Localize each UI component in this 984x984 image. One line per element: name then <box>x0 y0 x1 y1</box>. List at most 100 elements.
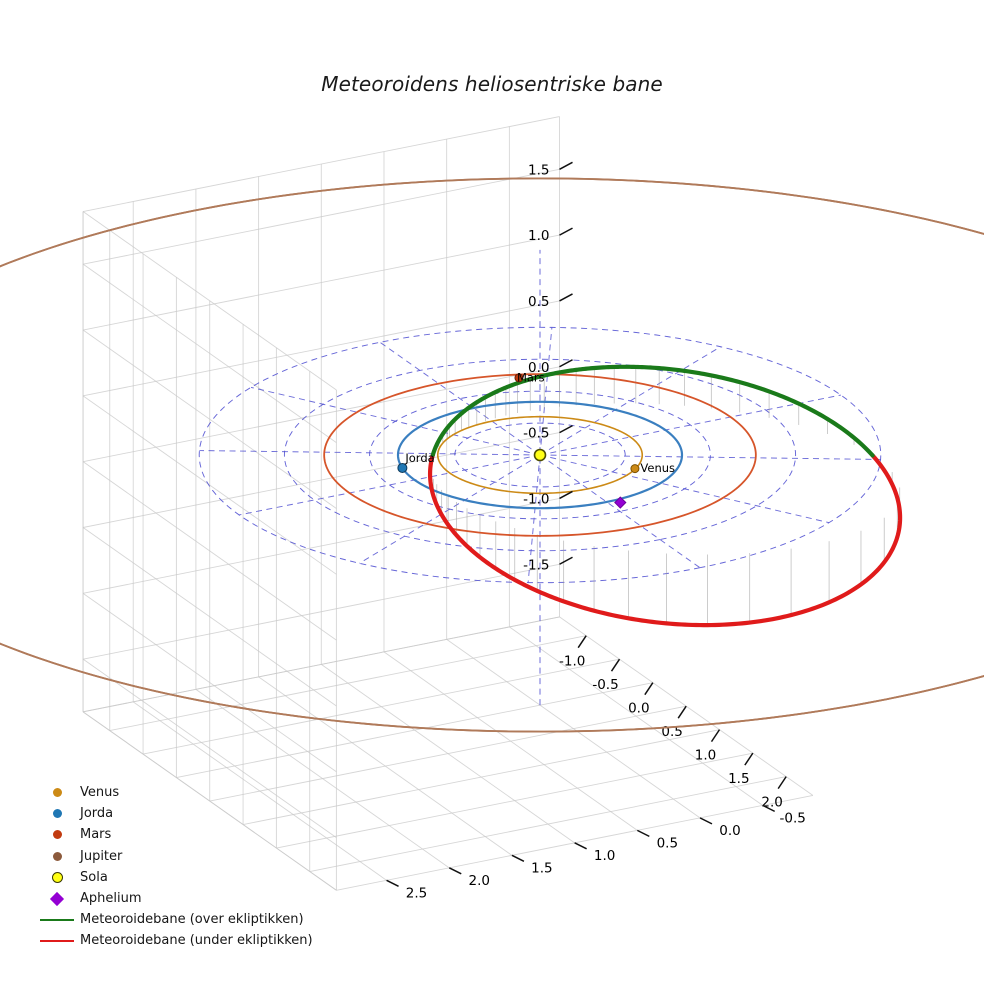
legend-item-label: Sola <box>80 869 108 885</box>
legend-item-sola[interactable]: Sola <box>34 867 313 888</box>
z-axis-tick-label: 0.0 <box>528 360 549 376</box>
axis-ticks: 1.5 1.0 0.5 0.0 -0.5 -1.0 -1.5 -1.0 -0.5 0.0 0.5 1.… <box>386 161 806 901</box>
ecliptic-spoke <box>539 394 842 456</box>
axes-panes <box>82 116 814 891</box>
x-axis-tick-label: 1.5 <box>728 771 749 787</box>
line-icon <box>40 918 74 921</box>
legend-line-swatch <box>34 909 80 930</box>
legend-item-jorda[interactable]: Jorda <box>34 803 313 824</box>
orbit-jupiter <box>0 177 984 733</box>
x-axis-tick-label: 2.0 <box>761 795 782 811</box>
legend-dot-swatch <box>34 867 80 888</box>
marker-venus[interactable]: Venus <box>630 461 675 475</box>
y-axis-tick <box>574 842 587 850</box>
y-axis-tick <box>762 804 776 813</box>
legend-item-mars[interactable]: Mars <box>34 824 313 845</box>
y-axis-tick <box>386 879 399 887</box>
legend-dot-swatch <box>34 824 80 845</box>
body-markers: Venus Jorda Mars <box>397 370 675 509</box>
ecliptic-spoke <box>199 450 541 456</box>
marker-sola[interactable] <box>533 448 547 462</box>
circle-marker-icon <box>397 462 408 473</box>
z-axis-tick-label: 0.5 <box>528 294 549 310</box>
ecliptic-spoke <box>359 454 541 564</box>
legend-item-meteoroidebane-under-ekliptikken[interactable]: Meteoroidebane (under ekliptikken) <box>34 930 313 951</box>
circle-marker-icon <box>52 788 62 798</box>
z-axis-tick <box>559 227 573 236</box>
x-axis-tick <box>644 682 654 696</box>
orbit-jupiter <box>0 177 984 733</box>
marker-mars[interactable]: Mars <box>514 370 545 384</box>
line-icon <box>40 939 74 942</box>
legend-item-jupiter[interactable]: Jupiter <box>34 846 313 867</box>
ecliptic-spoke <box>539 454 830 524</box>
ecliptic-spoke <box>238 454 541 516</box>
x-axis-tick-label: 1.0 <box>695 748 716 764</box>
y-axis-tick-label: 1.5 <box>531 860 552 876</box>
ecliptic-polar-grid <box>198 249 882 706</box>
circle-marker-icon <box>52 830 62 840</box>
ecliptic-spoke <box>539 346 721 456</box>
legend-item-label: Mars <box>80 827 112 843</box>
z-axis-tick-label: 1.0 <box>528 228 549 244</box>
marker-jorda[interactable]: Jorda <box>397 451 435 473</box>
circle-marker-icon <box>51 871 63 883</box>
pane-back <box>82 211 337 891</box>
x-axis-tick <box>577 635 587 649</box>
circle-marker-icon <box>514 373 524 383</box>
meteoroid-orbit <box>427 364 903 628</box>
z-axis-tick <box>559 359 573 368</box>
x-axis-tick <box>677 705 687 719</box>
legend-item-label: Jupiter <box>80 848 123 864</box>
ecliptic-spoke <box>539 327 553 456</box>
body-label-venus: Venus <box>640 461 675 475</box>
meteoroid-segment-above <box>430 423 452 457</box>
legend-dot-swatch <box>34 782 80 803</box>
legend-dot-swatch <box>34 846 80 867</box>
legend-item-label: Meteoroidebane (under ekliptikken) <box>80 933 313 949</box>
circle-marker-icon <box>52 851 62 861</box>
legend-item-label: Venus <box>80 785 120 801</box>
x-axis-tick <box>744 752 754 766</box>
legend-item-label: Aphelium <box>80 891 142 907</box>
ecliptic-spoke <box>250 386 541 456</box>
marker-aphelium[interactable] <box>614 496 627 509</box>
x-axis-tick <box>777 776 787 790</box>
ecliptic-spoke <box>539 454 701 569</box>
legend-line-swatch <box>34 930 80 951</box>
y-axis-tick <box>699 817 713 825</box>
diamond-marker-icon <box>614 496 627 509</box>
orbit-jorda <box>396 400 684 510</box>
planet-orbits <box>0 177 984 733</box>
z-axis-tick <box>559 424 573 434</box>
legend-item-meteoroidebane-over-ekliptikken[interactable]: Meteoroidebane (over ekliptikken) <box>34 909 313 930</box>
orbit-mars <box>323 373 757 537</box>
pane-left <box>82 116 560 713</box>
body-label-mars: Mars <box>517 370 545 384</box>
circle-marker-icon <box>52 809 62 819</box>
ecliptic-spoke <box>539 454 881 460</box>
ecliptic-spoke <box>527 454 541 583</box>
body-label-jorda: Jorda <box>404 451 434 465</box>
legend-item-venus[interactable]: Venus <box>34 782 313 803</box>
meteoroid-segment-below <box>427 452 903 628</box>
legend-diamond-swatch <box>34 888 80 909</box>
y-axis-tick-label: -0.5 <box>780 810 806 826</box>
z-axis-tick <box>559 293 573 302</box>
diamond-marker-icon <box>49 891 65 906</box>
x-axis-tick-label: -0.5 <box>592 677 618 693</box>
z-axis-tick-label: -1.5 <box>523 557 549 573</box>
y-axis-tick <box>511 854 525 863</box>
legend-dot-swatch <box>34 803 80 824</box>
y-axis-tick <box>448 867 462 875</box>
y-axis-tick-label: 1.0 <box>594 848 615 864</box>
orbit-venus <box>436 415 644 495</box>
legend-item-aphelium[interactable]: Aphelium <box>34 888 313 909</box>
x-axis-tick-label: -1.0 <box>559 654 585 670</box>
z-axis-tick-label: -0.5 <box>523 426 549 442</box>
z-axis-tick <box>559 490 573 500</box>
orbit-stems <box>429 366 901 626</box>
chart-legend: Venus Jorda Mars Jupiter Sola Aphelium Meteoro… <box>34 782 313 952</box>
y-axis-tick <box>636 829 650 838</box>
